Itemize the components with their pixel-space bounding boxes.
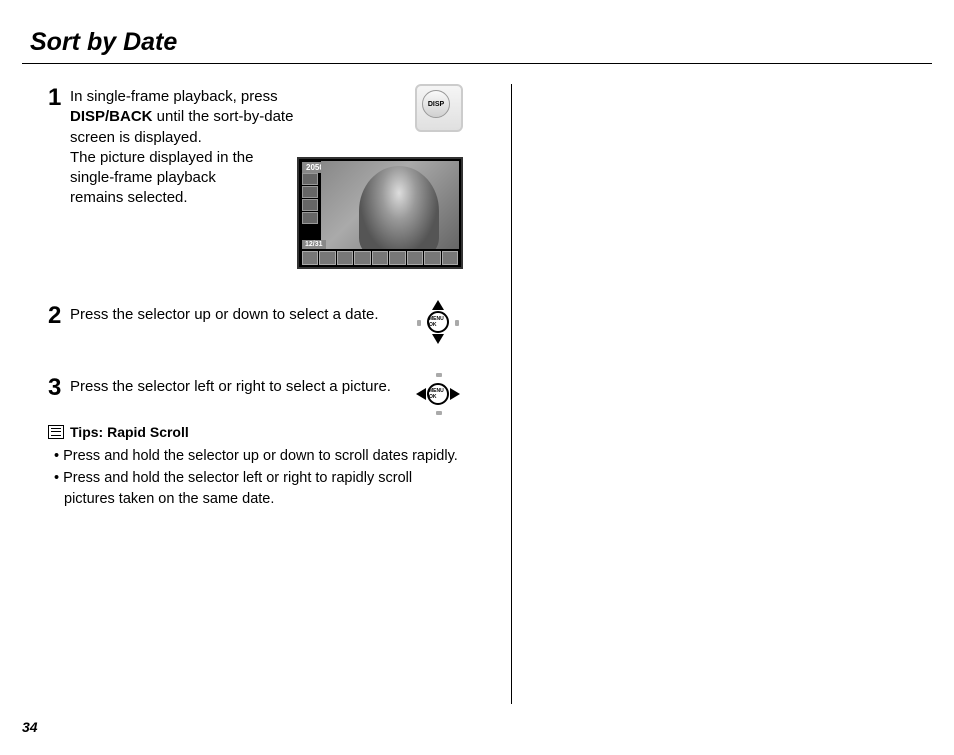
camera-sidebar [302, 173, 318, 224]
arrow-left-icon [416, 388, 426, 400]
arrow-right-icon [450, 388, 460, 400]
note-icon [48, 425, 64, 439]
step-1: 1 In single-frame playback, press DISP/B… [48, 84, 466, 280]
side-mark [436, 411, 442, 415]
camera-thumb [407, 251, 423, 265]
camera-date-badge: 12/31 [302, 240, 326, 249]
camera-thumb [372, 251, 388, 265]
selector-updown-icon: MENU OK [418, 302, 458, 342]
selector-ring: MENU OK [427, 311, 449, 333]
camera-sidebar-item [302, 212, 318, 224]
step-1-text-1b: DISP/BACK [70, 108, 153, 125]
step-3-content: Press the selector left or right to sele… [70, 374, 466, 402]
tips-title: Tips: Rapid Scroll [70, 424, 189, 440]
camera-thumb [442, 251, 458, 265]
tips-list: Press and hold the selector up or down t… [48, 446, 466, 509]
disp-back-button-illustration: DISP [415, 84, 463, 132]
camera-screen-illustration: 2050 12/31 [297, 157, 463, 269]
selector-leftright-icon: MENU OK [418, 374, 458, 414]
step-1-text-top: In single-frame playback, press DISP/BAC… [70, 87, 335, 148]
step-number-1: 1 [48, 84, 70, 280]
camera-main-image [321, 161, 459, 249]
arrow-up-icon [432, 300, 444, 310]
tips-section: Tips: Rapid Scroll Press and hold the se… [48, 424, 466, 509]
selector-ring: MENU OK [427, 383, 449, 405]
camera-sidebar-item [302, 173, 318, 185]
camera-sidebar-item [302, 186, 318, 198]
page-title: Sort by Date [22, 28, 932, 57]
camera-sidebar-item [302, 199, 318, 211]
step-number-2: 2 [48, 302, 70, 352]
page-number: 34 [22, 719, 38, 735]
title-rule [22, 63, 932, 64]
camera-thumb [319, 251, 335, 265]
disp-button-label: DISP [422, 90, 450, 118]
camera-thumb [354, 251, 370, 265]
camera-thumbnails [302, 251, 458, 265]
person-photo [359, 166, 439, 249]
step-2: 2 Press the selector up or down to selec… [48, 302, 466, 352]
tips-header: Tips: Rapid Scroll [48, 424, 466, 440]
side-mark [417, 320, 421, 326]
step-3: 3 Press the selector left or right to se… [48, 374, 466, 402]
tips-item: Press and hold the selector up or down t… [48, 446, 466, 466]
step-2-content: Press the selector up or down to select … [70, 302, 466, 352]
tips-item: Press and hold the selector left or righ… [48, 468, 466, 509]
side-mark [436, 373, 442, 377]
step-1-text-1a: In single-frame playback, press [70, 88, 278, 105]
camera-thumb [389, 251, 405, 265]
camera-thumb [302, 251, 318, 265]
column-divider [511, 84, 512, 704]
step-number-3: 3 [48, 374, 70, 402]
camera-thumb [337, 251, 353, 265]
left-column: 1 In single-frame playback, press DISP/B… [22, 84, 482, 511]
content-area: 1 In single-frame playback, press DISP/B… [22, 84, 932, 511]
step-1-text-2: The picture displayed in the single-fram… [70, 148, 270, 209]
arrow-down-icon [432, 334, 444, 344]
camera-thumb [424, 251, 440, 265]
side-mark [455, 320, 459, 326]
